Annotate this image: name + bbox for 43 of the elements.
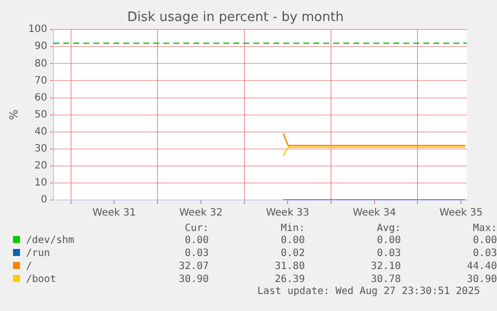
x-tick-label: Week 33 (266, 208, 310, 219)
text: 0.00 (472, 234, 497, 247)
y-tick-label: 70 (34, 75, 48, 86)
y-tick-label: 90 (34, 41, 48, 52)
y-tick-label: 30 (34, 143, 48, 154)
y-tick-label: 10 (34, 178, 48, 189)
text: Min: (280, 222, 305, 234)
text: 0.00 (376, 234, 401, 247)
text: Last update: Wed Aug 27 23:30:51 2025 (256, 286, 480, 297)
chart-title: Disk usage in percent - by month (127, 10, 344, 26)
text: 30.78 (370, 273, 401, 286)
text: Cur: (184, 222, 209, 234)
text: 26.39 (274, 273, 305, 286)
y-tick-label: 0 (40, 194, 48, 206)
x-tick-label: Week 35 (439, 208, 483, 219)
text: 0.00 (184, 234, 209, 247)
text: Max: (472, 222, 497, 234)
text: 0.03 (184, 247, 209, 260)
y-tick-label: 100 (28, 24, 48, 36)
legend-label: /boot (26, 274, 56, 285)
text: 32.07 (178, 260, 209, 273)
x-tick-label: Week 31 (92, 208, 136, 219)
text: 31.80 (274, 260, 305, 273)
text: 0.03 (376, 247, 401, 260)
legend-label: /run (26, 248, 50, 259)
y-tick-label: 40 (34, 126, 48, 138)
y-tick-label: 80 (34, 58, 48, 70)
text: 0.03 (472, 247, 497, 260)
y-tick-label: 60 (34, 92, 48, 104)
text: 0.02 (280, 247, 305, 260)
y-tick-label: 20 (34, 160, 48, 172)
legend-label: / (26, 261, 32, 272)
text: Avg: (376, 222, 401, 234)
legend-label: /dev/shm (26, 235, 74, 246)
text: 32.10 (370, 260, 401, 273)
text: 30.90 (178, 273, 209, 286)
text: 30.90 (466, 273, 497, 286)
text: 0.00 (280, 234, 305, 247)
x-tick-label: Week 34 (352, 208, 396, 219)
x-tick-label: Week 32 (179, 208, 223, 219)
y-axis-title: % (7, 110, 20, 120)
text: 44.40 (466, 260, 497, 273)
y-tick-label: 50 (34, 109, 48, 120)
